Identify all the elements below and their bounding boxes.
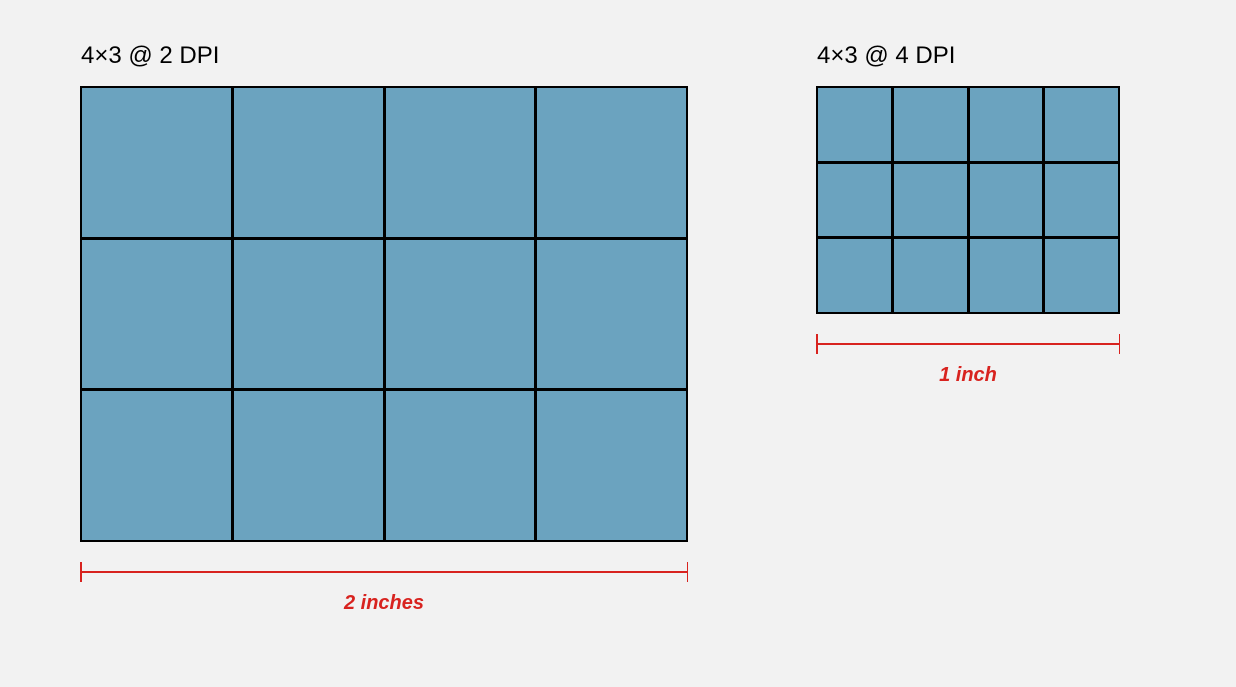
left-pixel-grid [80,86,688,542]
diagram-canvas: 4×3 @ 2 DPI 2 inches 4×3 @ 4 DPI 1 inch [0,0,1236,687]
left-grid-label: 4×3 @ 2 DPI [81,42,219,70]
pixel-cell [386,240,535,389]
pixel-cell [82,391,231,540]
pixel-cell [818,164,891,237]
pixel-cell [1045,88,1118,161]
pixel-cell [970,164,1043,237]
left-measurement-line [80,571,688,573]
right-grid-label: 4×3 @ 4 DPI [817,42,955,70]
pixel-cell [234,88,383,237]
pixel-cell [818,239,891,312]
pixel-cell [234,240,383,389]
right-measurement-text: 1 inch [816,364,1120,387]
pixel-cell [82,88,231,237]
pixel-cell [386,88,535,237]
pixel-cell [537,240,686,389]
right-measurement-cap-right [1119,334,1121,354]
pixel-cell [894,164,967,237]
pixel-cell [537,88,686,237]
pixel-cell [537,391,686,540]
right-measurement-line [816,343,1120,345]
pixel-cell [894,88,967,161]
pixel-cell [386,391,535,540]
pixel-cell [1045,239,1118,312]
left-measurement-cap-right [687,562,689,582]
right-pixel-grid [816,86,1120,314]
pixel-cell [1045,164,1118,237]
pixel-cell [82,240,231,389]
pixel-cell [970,239,1043,312]
pixel-cell [894,239,967,312]
pixel-cell [234,391,383,540]
left-measurement-text: 2 inches [80,592,688,615]
pixel-cell [970,88,1043,161]
pixel-cell [818,88,891,161]
